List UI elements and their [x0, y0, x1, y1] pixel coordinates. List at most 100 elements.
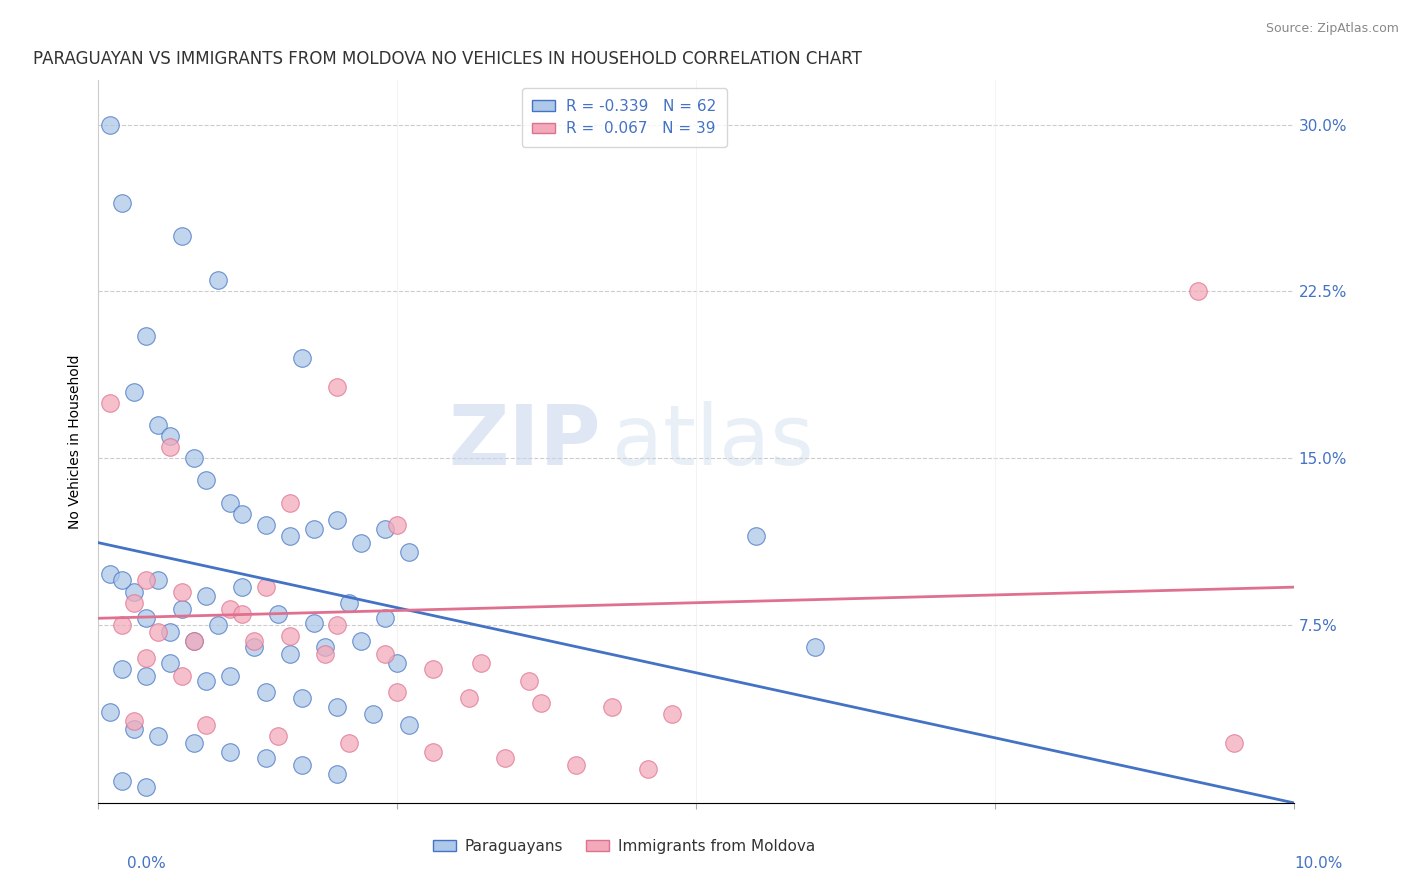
Point	[207, 618, 229, 632]
Point	[278, 529, 301, 543]
Point	[1223, 736, 1246, 750]
Point	[374, 611, 396, 625]
Point	[278, 647, 301, 661]
Point	[398, 718, 420, 732]
Point	[374, 522, 396, 536]
Point	[219, 496, 242, 510]
Point	[195, 474, 218, 488]
Point	[254, 684, 277, 698]
Point	[183, 633, 205, 648]
Point	[98, 395, 122, 409]
Point	[422, 662, 444, 676]
Legend: Paraguayans, Immigrants from Moldova: Paraguayans, Immigrants from Moldova	[427, 833, 821, 860]
Point	[172, 602, 194, 616]
Point	[135, 669, 157, 683]
Point	[195, 718, 218, 732]
Point	[315, 640, 337, 655]
Point	[135, 651, 157, 665]
Point	[148, 729, 170, 743]
Point	[302, 615, 325, 630]
Point	[124, 723, 146, 737]
Point	[326, 618, 349, 632]
Point	[111, 662, 134, 676]
Text: Source: ZipAtlas.com: Source: ZipAtlas.com	[1265, 22, 1399, 36]
Text: 0.0%: 0.0%	[127, 856, 166, 871]
Point	[219, 745, 242, 759]
Point	[363, 706, 385, 721]
Point	[172, 669, 194, 683]
Point	[602, 700, 624, 714]
Point	[254, 580, 277, 594]
Point	[219, 669, 242, 683]
Point	[98, 118, 122, 132]
Point	[111, 195, 134, 210]
Point	[637, 763, 659, 777]
Text: 10.0%: 10.0%	[1295, 856, 1343, 871]
Point	[148, 574, 170, 588]
Point	[172, 584, 194, 599]
Point	[339, 596, 361, 610]
Point	[195, 589, 218, 603]
Point	[278, 629, 301, 643]
Point	[350, 535, 373, 549]
Text: atlas: atlas	[613, 401, 814, 482]
Point	[530, 696, 553, 710]
Point	[374, 647, 396, 661]
Point	[135, 574, 157, 588]
Point	[565, 758, 588, 772]
Point	[278, 496, 301, 510]
Point	[385, 684, 409, 698]
Point	[219, 602, 242, 616]
Point	[111, 773, 134, 788]
Point	[470, 656, 492, 670]
Point	[183, 736, 205, 750]
Point	[195, 673, 218, 688]
Point	[207, 273, 229, 287]
Point	[458, 691, 481, 706]
Y-axis label: No Vehicles in Household: No Vehicles in Household	[69, 354, 83, 529]
Point	[111, 618, 134, 632]
Point	[124, 584, 146, 599]
Point	[745, 529, 768, 543]
Point	[124, 596, 146, 610]
Point	[339, 736, 361, 750]
Point	[231, 580, 253, 594]
Point	[98, 566, 122, 581]
Point	[326, 700, 349, 714]
Point	[183, 451, 205, 466]
Point	[398, 544, 420, 558]
Point	[135, 780, 157, 795]
Point	[1187, 285, 1209, 299]
Point	[517, 673, 540, 688]
Point	[350, 633, 373, 648]
Text: PARAGUAYAN VS IMMIGRANTS FROM MOLDOVA NO VEHICLES IN HOUSEHOLD CORRELATION CHART: PARAGUAYAN VS IMMIGRANTS FROM MOLDOVA NO…	[32, 50, 862, 68]
Point	[315, 647, 337, 661]
Point	[135, 611, 157, 625]
Point	[267, 729, 290, 743]
Point	[804, 640, 827, 655]
Point	[254, 517, 277, 532]
Point	[291, 351, 314, 366]
Point	[124, 384, 146, 399]
Point	[385, 656, 409, 670]
Point	[159, 624, 181, 639]
Point	[243, 633, 266, 648]
Point	[135, 329, 157, 343]
Point	[291, 758, 314, 772]
Point	[159, 656, 181, 670]
Point	[422, 745, 444, 759]
Point	[302, 522, 325, 536]
Point	[494, 751, 516, 765]
Point	[254, 751, 277, 765]
Point	[231, 607, 253, 621]
Point	[159, 440, 181, 454]
Point	[291, 691, 314, 706]
Point	[98, 705, 122, 719]
Point	[385, 517, 409, 532]
Point	[148, 624, 170, 639]
Point	[326, 767, 349, 781]
Point	[159, 429, 181, 443]
Point	[326, 380, 349, 394]
Point	[111, 574, 134, 588]
Point	[172, 228, 194, 243]
